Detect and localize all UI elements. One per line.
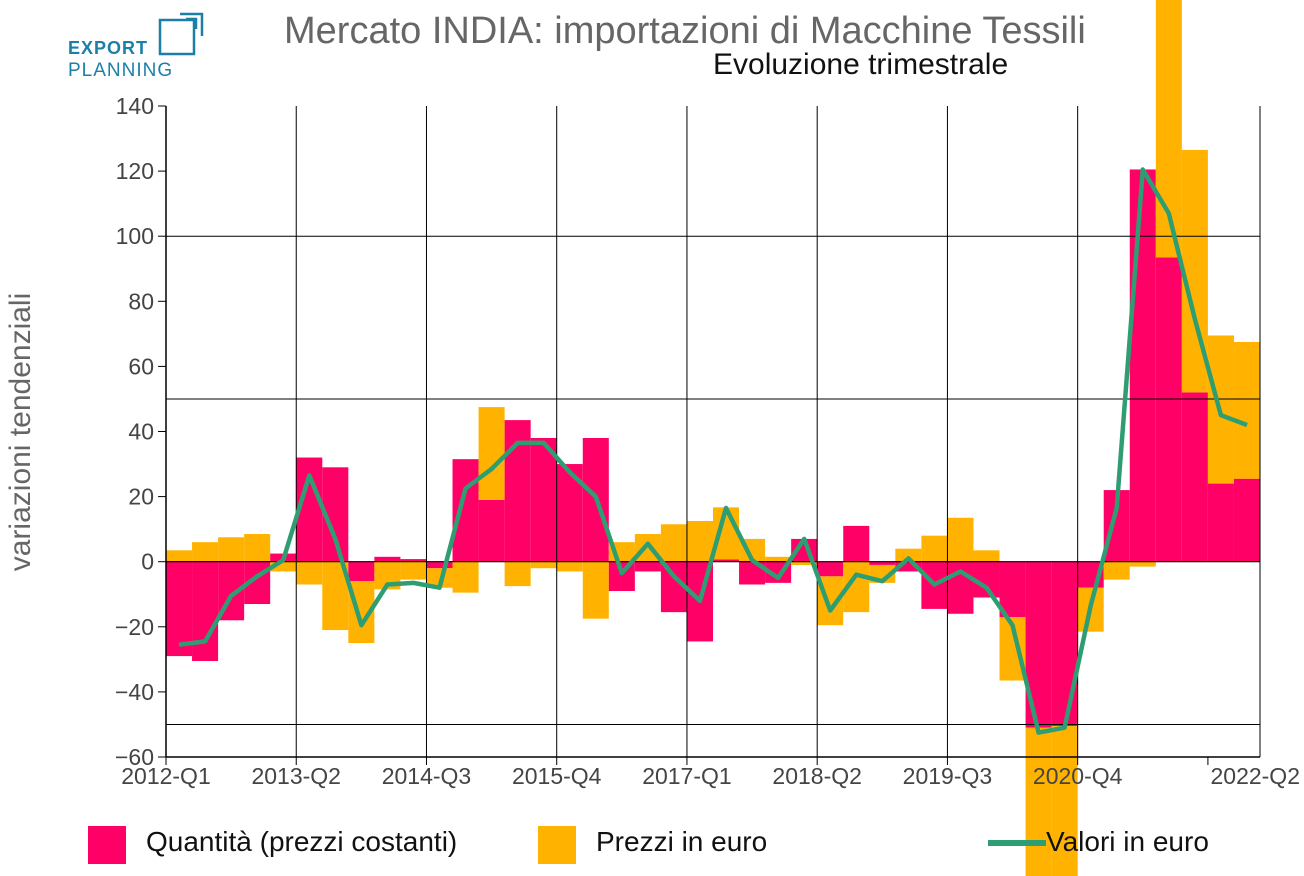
legend-line-values — [988, 840, 1046, 846]
logo-text-export: EXPORT — [68, 38, 149, 58]
bar-prices — [947, 517, 974, 562]
bar-quantity — [817, 561, 844, 577]
x-tick-label: 2017-Q1 — [642, 763, 732, 789]
bar-quantity — [1155, 257, 1182, 562]
bar-prices — [426, 568, 453, 588]
bar-prices — [582, 561, 609, 619]
bar-prices — [218, 537, 245, 562]
x-tick-label: 2020-Q4 — [1033, 763, 1123, 789]
bar-quantity — [999, 561, 1026, 618]
logo-text-planning: PLANNING — [68, 60, 174, 81]
bar-quantity — [166, 561, 193, 657]
chart-subtitle: Evoluzione trimestrale — [713, 48, 1009, 81]
chart-title: Mercato INDIA: importazioni di Macchine … — [284, 10, 1086, 52]
bar-prices — [1129, 561, 1156, 567]
bar-prices — [452, 561, 479, 593]
bar-quantity — [452, 459, 479, 562]
bar-prices — [1233, 341, 1260, 479]
y-tick-label: 0 — [141, 549, 154, 575]
bar-prices — [192, 542, 219, 562]
legend-swatch-prices — [538, 826, 576, 864]
y-axis-label: variazioni tendenziali — [4, 293, 37, 572]
y-tick-label: 40 — [128, 419, 154, 445]
bar-prices — [166, 550, 193, 562]
bar-prices — [765, 556, 792, 562]
bar-prices — [1051, 726, 1078, 876]
bar-quantity — [426, 561, 453, 569]
bar-quantity — [843, 525, 870, 562]
x-tick-label: 2013-Q2 — [251, 763, 341, 789]
x-tick-label: 2019-Q3 — [903, 763, 993, 789]
x-tick-label: 2014-Q3 — [382, 763, 472, 789]
bar-prices — [244, 534, 271, 562]
legend-label-quantity: Quantità (prezzi costanti) — [146, 826, 458, 857]
bar-prices — [270, 561, 297, 572]
bar-quantity — [192, 561, 219, 661]
bar-quantity — [713, 559, 740, 562]
bar-prices — [660, 524, 687, 562]
bar-quantity — [869, 561, 896, 565]
bar-prices — [921, 535, 948, 562]
y-tick-label: −40 — [115, 679, 154, 705]
y-tick-label: 120 — [116, 158, 154, 184]
x-tick-label: 2018-Q2 — [772, 763, 862, 789]
bar-prices — [1103, 561, 1130, 580]
bar-quantity — [530, 438, 557, 562]
y-tick-label: 80 — [128, 288, 154, 314]
bar-quantity — [1181, 392, 1208, 562]
bar-quantity — [1233, 478, 1260, 562]
bar-prices — [296, 561, 323, 585]
bar-quantity — [739, 561, 766, 585]
x-tick-label: 2022-Q2 — [1210, 763, 1300, 789]
legend-label-prices: Prezzi in euro — [596, 826, 768, 857]
bar-prices — [478, 407, 505, 500]
x-tick-label: 2012-Q1 — [121, 763, 211, 789]
bar-prices — [895, 548, 922, 562]
bar-quantity — [400, 559, 427, 562]
y-tick-label: −60 — [115, 744, 154, 770]
bar-prices — [400, 561, 427, 580]
legend-swatch-quantity — [88, 826, 126, 864]
bar-quantity — [374, 556, 401, 562]
bar-prices — [1025, 727, 1052, 876]
y-tick-label: 20 — [128, 484, 154, 510]
bar-quantity — [895, 561, 922, 572]
bar-quantity — [634, 561, 661, 572]
bar-quantity — [1207, 483, 1234, 562]
y-tick-label: 60 — [128, 353, 154, 379]
bar-quantity — [478, 499, 505, 562]
bar-prices — [791, 561, 818, 565]
y-tick-label: −20 — [115, 614, 154, 640]
logo-icon — [158, 12, 204, 56]
bar-prices — [530, 561, 557, 569]
line-values — [178, 167, 1248, 735]
x-tick-label: 2015-Q4 — [512, 763, 602, 789]
bar-prices — [556, 561, 583, 572]
bar-quantity — [348, 561, 375, 582]
bar-prices — [686, 521, 713, 562]
bar-quantity — [1129, 169, 1156, 562]
bar-prices — [973, 550, 1000, 562]
bar-quantity — [1051, 561, 1078, 727]
y-tick-label: 140 — [116, 93, 154, 119]
y-tick-label: 100 — [116, 223, 154, 249]
bar-prices — [504, 561, 531, 587]
legend-label-values: Valori in euro — [1046, 826, 1209, 857]
